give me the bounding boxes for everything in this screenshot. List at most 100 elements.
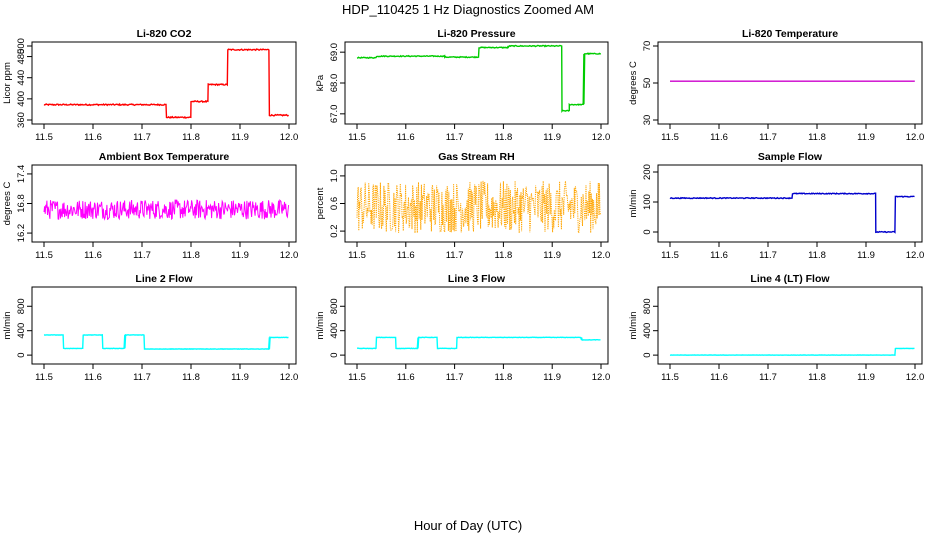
x-tick-label: 11.6 <box>397 372 415 383</box>
y-axis-label: ml/min <box>2 312 13 340</box>
y-tick-label: 440 <box>16 70 27 86</box>
y-tick-label: 800 <box>329 298 340 314</box>
panel-2: Li-820 Pressure 11.5 11.6 11.7 11.8 11.9 12.0 6… <box>315 28 610 143</box>
panel-7: Line 2 Flow 11.5 11.6 11.7 11.8 11.9 12.0 0 400 8… <box>2 273 298 383</box>
panel-frame <box>31 286 297 365</box>
x-tick-label: 11.8 <box>182 250 200 261</box>
y-tick-label: 0 <box>642 229 653 234</box>
x-tick-label: 11.7 <box>759 132 777 143</box>
x-tick-label: 11.5 <box>661 372 679 383</box>
y-tick-label: 68.0 <box>329 74 340 93</box>
panel-title: Gas Stream RH <box>438 151 514 163</box>
panel-title: Li-820 Temperature <box>742 28 838 40</box>
x-tick-label: 11.5 <box>35 250 53 261</box>
y-tick-label: 17.4 <box>16 165 27 184</box>
x-tick-label: 11.8 <box>808 372 826 383</box>
series-line <box>356 180 602 235</box>
y-axis-label: degrees C <box>2 181 13 225</box>
x-tick-label: 11.8 <box>495 132 513 143</box>
panel-title: Li-820 CO2 <box>137 28 192 40</box>
y-tick-label: 500 <box>16 38 27 54</box>
x-tick-label: 11.7 <box>759 250 777 261</box>
y-tick-label: 480 <box>16 49 27 65</box>
series-line <box>43 48 290 119</box>
x-tick-label: 11.9 <box>231 132 249 143</box>
x-tick-label: 12.0 <box>592 132 611 143</box>
x-tick-label: 11.7 <box>446 250 464 261</box>
y-tick-label: 0 <box>329 352 340 357</box>
x-tick-label: 11.6 <box>397 132 415 143</box>
x-tick-label: 11.8 <box>182 132 200 143</box>
series-line <box>43 333 289 350</box>
panel-frame <box>657 164 923 243</box>
x-tick-label: 11.8 <box>808 132 826 143</box>
x-tick-label: 11.5 <box>661 250 679 261</box>
y-tick-label: 16.2 <box>16 224 27 243</box>
panel-5: Gas Stream RH 11.5 11.6 11.7 11.8 11.9 12.0 0.2… <box>315 151 610 261</box>
panel-frame <box>344 164 609 243</box>
x-tick-label: 11.5 <box>348 372 366 383</box>
x-tick-label: 11.8 <box>495 372 513 383</box>
x-tick-label: 12.0 <box>280 250 299 261</box>
y-axis-label: kPa <box>315 74 326 91</box>
figure-title: HDP_110425 1 Hz Diagnostics Zoomed AM <box>342 2 594 17</box>
x-tick-label: 11.6 <box>84 132 102 143</box>
panel-title: Line 2 Flow <box>135 273 193 285</box>
panel-3: Li-820 Temperature 11.5 11.6 11.7 11.8 11.9 12… <box>628 28 924 143</box>
y-tick-label: 400 <box>16 323 27 339</box>
panel-frame <box>344 286 609 365</box>
y-tick-label: 400 <box>329 323 340 339</box>
x-tick-label: 12.0 <box>906 250 925 261</box>
x-tick-label: 11.7 <box>133 372 151 383</box>
panel-8: Line 3 Flow 11.5 11.6 11.7 11.8 11.9 12.0 0 400 8… <box>315 273 610 383</box>
x-tick-label: 11.6 <box>84 372 102 383</box>
series-line <box>356 44 602 113</box>
panel-frame <box>657 41 923 125</box>
x-tick-label: 11.7 <box>446 132 464 143</box>
panel-9: Line 4 (LT) Flow 11.5 11.6 11.7 11.8 11.9 12.0… <box>628 273 924 383</box>
y-axis-label: percent <box>315 187 326 219</box>
panel-title: Li-820 Pressure <box>437 28 515 40</box>
x-tick-label: 12.0 <box>592 250 611 261</box>
x-tick-label: 11.6 <box>710 372 728 383</box>
x-tick-label: 11.7 <box>446 372 464 383</box>
y-tick-label: 70 <box>642 41 653 52</box>
x-tick-label: 11.7 <box>133 132 151 143</box>
series-line <box>669 192 915 234</box>
x-tick-label: 12.0 <box>280 132 299 143</box>
panel-6: Sample Flow 11.5 11.6 11.7 11.8 11.9 12.0 0 100 2… <box>628 151 924 261</box>
x-tick-label: 11.9 <box>231 372 249 383</box>
x-tick-label: 11.7 <box>759 372 777 383</box>
figure-x-axis-label: Hour of Day (UTC) <box>413 518 523 533</box>
x-tick-label: 12.0 <box>280 372 299 383</box>
y-axis-label: degrees C <box>628 61 639 105</box>
y-tick-label: 1.0 <box>329 169 340 182</box>
x-tick-label: 11.9 <box>857 132 875 143</box>
y-tick-label: 0 <box>642 352 653 357</box>
x-tick-label: 11.9 <box>231 250 249 261</box>
x-tick-label: 11.9 <box>543 250 561 261</box>
y-axis-label: ml/min <box>628 312 639 340</box>
y-axis-label: ml/min <box>315 312 326 340</box>
x-tick-label: 11.5 <box>661 132 679 143</box>
panel-frame <box>31 164 297 243</box>
y-tick-label: 69.0 <box>329 43 340 62</box>
y-axis-label: Licor ppm <box>2 62 13 104</box>
y-tick-label: 800 <box>642 298 653 314</box>
y-tick-label: 100 <box>642 194 653 210</box>
x-tick-label: 11.9 <box>543 372 561 383</box>
panel-frame <box>31 41 297 125</box>
series-line <box>357 336 601 350</box>
y-tick-label: 200 <box>642 164 653 180</box>
x-tick-label: 11.8 <box>495 250 513 261</box>
panel-frame <box>657 286 923 365</box>
y-tick-label: 400 <box>16 91 27 107</box>
y-tick-label: 16.8 <box>16 194 27 213</box>
x-tick-label: 11.5 <box>35 132 53 143</box>
x-tick-label: 11.9 <box>543 132 561 143</box>
series-line <box>43 199 290 221</box>
x-tick-label: 11.5 <box>348 132 366 143</box>
x-tick-label: 11.8 <box>808 250 826 261</box>
x-tick-label: 11.5 <box>35 372 53 383</box>
